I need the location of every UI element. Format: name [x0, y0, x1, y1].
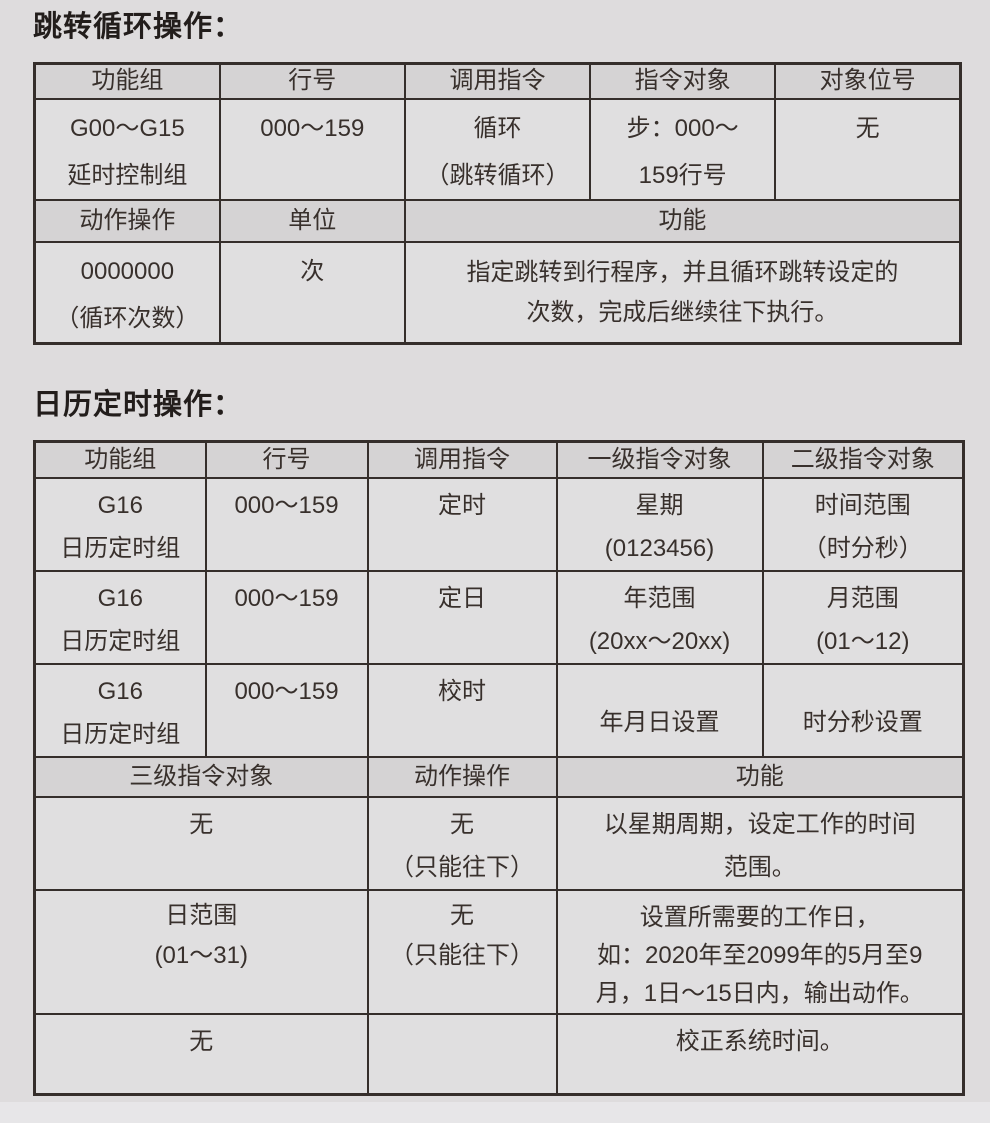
cell-call-instruction: 定日: [366, 570, 558, 665]
cell-function-group: G16 日历定时组: [33, 663, 207, 758]
header-function-group: 功能组: [33, 62, 221, 100]
cell-level3-object: 无: [33, 796, 369, 891]
cell-function-group: G16 日历定时组: [33, 570, 207, 665]
cell-level2-object: 月范围 (01～12): [761, 570, 965, 665]
calendar-detail-row-fixed-date: 日范围 (01～31) 无 （只能往下） 设置所需要的工作日， 如：2020年至…: [33, 889, 965, 1015]
jump-loop-data-row: G00～G15 延时控制组 000～159 循环 （跳转循环） 步：000～ 1…: [33, 97, 962, 201]
jump-loop-header-row-2: 动作操作 单位 功能: [33, 198, 962, 243]
jump-loop-table: 功能组 行号 调用指令 指令对象 对象位号 G00～G15 延时控制组 000～…: [33, 62, 962, 345]
cell-function-group: G00～G15 延时控制组: [33, 97, 221, 201]
header-function-group: 功能组: [33, 440, 207, 479]
cell-line-number: 000～159: [218, 97, 406, 201]
cell-level3-object: 无: [33, 1013, 369, 1095]
calendar-header-row: 功能组 行号 调用指令 一级指令对象 二级指令对象: [33, 440, 965, 479]
header-call-instruction: 调用指令: [403, 62, 592, 100]
header-line-number: 行号: [218, 62, 406, 100]
cell-call-instruction: 定时: [366, 477, 558, 572]
cell-line-number: 000～159: [204, 663, 369, 758]
cell-call-instruction: 校时: [366, 663, 558, 758]
header-instruction-object: 指令对象: [589, 62, 777, 100]
header-call-instruction: 调用指令: [366, 440, 558, 479]
cell-level3-object: 日范围 (01～31): [33, 889, 369, 1015]
header-unit: 单位: [218, 198, 406, 243]
header-function: 功能: [555, 756, 965, 798]
cell-instruction-object: 步：000～ 159行号: [589, 97, 777, 201]
cell-action-operation: 无 （只能往下）: [366, 889, 558, 1015]
calendar-detail-row-timing: 无 无 （只能往下） 以星期周期，设定工作的时间 范围。: [33, 796, 965, 891]
calendar-detail-row-calibration: 无 校正系统时间。: [33, 1013, 965, 1095]
cell-level1-object: 年范围 (20xx～20xx): [555, 570, 764, 665]
calendar-row-fixed-date: G16 日历定时组 000～159 定日 年范围 (20xx～20xx) 月范围…: [33, 570, 965, 665]
section1-title: 跳转循环操作：: [33, 11, 244, 43]
cell-function-description: 以星期周期，设定工作的时间 范围。: [555, 796, 965, 891]
calendar-row-timing: G16 日历定时组 000～159 定时 星期 (0123456) 时间范围 （…: [33, 477, 965, 572]
cell-call-instruction: 循环 （跳转循环）: [403, 97, 592, 201]
cell-line-number: 000～159: [204, 570, 369, 665]
cell-level1-object: 年月日设置: [555, 663, 764, 758]
cell-function-description: 设置所需要的工作日， 如：2020年至2099年的5月至9 月，1日～15日内，…: [555, 889, 965, 1015]
cell-action-operation: 0000000 （循环次数）: [33, 240, 221, 344]
cell-function-group: G16 日历定时组: [33, 477, 207, 572]
header-object-bit: 对象位号: [774, 62, 962, 100]
cell-action-operation: 无 （只能往下）: [366, 796, 558, 891]
calendar-row-time-calibration: G16 日历定时组 000～159 校时 年月日设置 时分秒设置: [33, 663, 965, 758]
header-level2-object: 二级指令对象: [761, 440, 965, 479]
jump-loop-data-row-2: 0000000 （循环次数） 次 指定跳转到行程序，并且循环跳转设定的 次数，完…: [33, 240, 962, 344]
cell-unit: 次: [218, 240, 406, 344]
cell-object-bit: 无: [774, 97, 962, 201]
calendar-header-row-2: 三级指令对象 动作操作 功能: [33, 756, 965, 798]
cell-action-operation: [366, 1013, 558, 1095]
calendar-timing-table: 功能组 行号 调用指令 一级指令对象 二级指令对象 G16 日历定时组 000～…: [33, 439, 965, 1096]
header-level3-object: 三级指令对象: [33, 756, 369, 798]
header-line-number: 行号: [204, 440, 369, 479]
cell-function-description: 校正系统时间。: [555, 1013, 965, 1095]
cell-level2-object: 时分秒设置: [761, 663, 965, 758]
cell-line-number: 000～159: [204, 477, 369, 572]
cell-function-description: 指定跳转到行程序，并且循环跳转设定的 次数，完成后继续往下执行。: [403, 240, 962, 344]
section2-title: 日历定时操作：: [33, 388, 244, 421]
header-function: 功能: [403, 198, 962, 243]
jump-loop-header-row: 功能组 行号 调用指令 指令对象 对象位号: [33, 62, 962, 100]
header-level1-object: 一级指令对象: [555, 440, 764, 479]
page-content: 跳转循环操作： 功能组 行号 调用指令 指令对象 对象位号 G00～G15 延时…: [33, 11, 965, 1096]
footer-strip: [0, 1102, 990, 1123]
cell-level1-object: 星期 (0123456): [555, 477, 764, 572]
header-action-operation: 动作操作: [366, 756, 558, 798]
header-action-operation: 动作操作: [33, 198, 221, 243]
cell-level2-object: 时间范围 （时分秒）: [761, 477, 965, 572]
